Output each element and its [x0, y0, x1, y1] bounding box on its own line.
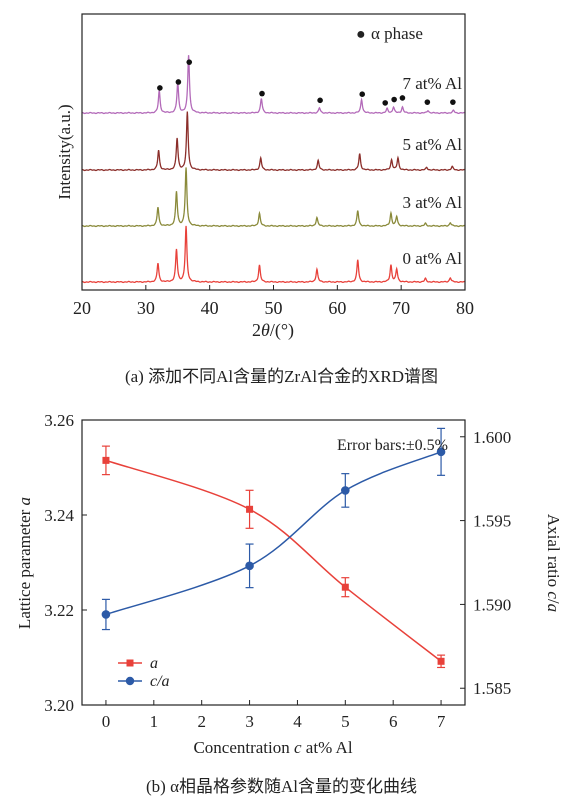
caption-b: (b) α相晶格参数随Al含量的变化曲线: [146, 777, 417, 796]
x-tick-label: 60: [328, 298, 346, 318]
alpha-phase-marker: [399, 95, 406, 101]
xrd-panel: 0 at% Al 3 at% Al 5 at% Al 7 at% Al 20 30 40 5…: [0, 0, 563, 395]
error-bars-annotation: Error bars:±0.5%: [337, 437, 448, 454]
left-y-tick-label: 3.24: [44, 506, 74, 525]
svg-text:2θ/(°): 2θ/(°): [252, 320, 294, 341]
alpha-phase-marker: [424, 99, 431, 105]
x-tick-label: 4: [293, 712, 302, 731]
xrd-series-1: [81, 167, 466, 228]
series-label-3: 7 at% Al: [403, 74, 463, 93]
lattice-legend: a c/a: [118, 655, 170, 690]
right-y-tick-label: 1.595: [473, 512, 511, 531]
right-y-axis-label: Axial ratio c/a: [544, 514, 563, 612]
x-tick-label: 40: [201, 298, 219, 318]
x-tick-label: 50: [265, 298, 283, 318]
lattice-x-axis-label: Concentration c at% Al: [193, 738, 352, 757]
left-y-tick-label: 3.22: [44, 601, 74, 620]
xrd-plot-area: 0 at% Al 3 at% Al 5 at% Al 7 at% Al: [81, 55, 466, 284]
data-point-a: [341, 583, 349, 591]
x-tick-label: 2: [197, 712, 206, 731]
right-y-tick-label: 1.585: [473, 679, 511, 698]
legend-label: α phase: [371, 24, 423, 43]
legend-circle-marker: [125, 676, 135, 686]
left-y-tick-label: 3.26: [44, 411, 74, 430]
data-point-ca: [101, 610, 111, 619]
legend-square-marker: [126, 659, 134, 667]
legend-marker-dot: ●: [356, 26, 366, 43]
data-point-ca: [245, 561, 254, 571]
x-tick-label: 20: [73, 298, 91, 318]
alpha-phase-marker: [259, 90, 265, 97]
xrd-series-0: [81, 225, 466, 284]
left-y-axis-label: Lattice parameter a: [15, 497, 34, 629]
data-point-ca: [436, 447, 446, 457]
x-tick-label: 7: [437, 712, 446, 731]
right-y-tick-label: 1.600: [473, 428, 511, 447]
x-tick-label: 0: [102, 712, 111, 731]
alpha-phase-marker: [317, 97, 323, 104]
caption-a: (a) 添加不同Al含量的ZrAl合金的XRD谱图: [124, 367, 439, 386]
lattice-chart: 0 1 2 3 4 5 6 7 3.20 3.22 3.24 3.26 1.585 1.590 1.595 1…: [15, 411, 563, 757]
alpha-phase-marker: [157, 85, 163, 91]
x-tick-label: 5: [341, 712, 350, 731]
alpha-phase-marker: [382, 100, 389, 106]
series-label-1: 3 at% Al: [403, 193, 463, 212]
alpha-phase-marker: [359, 91, 366, 97]
xrd-x-axis: 20 30 40 50 60 70 80: [73, 285, 474, 318]
lattice-plot-frame: [81, 419, 466, 706]
alpha-phase-marker: [391, 96, 397, 103]
x-tick-label: 80: [456, 298, 474, 318]
x-tick-label: 30: [137, 298, 155, 318]
series-line-a: [105, 459, 442, 662]
xrd-series-2: [81, 111, 466, 172]
alpha-phase-marker: [186, 59, 193, 65]
left-y-tick-label: 3.20: [44, 696, 74, 715]
x-tick-label: 1: [150, 712, 159, 731]
alpha-phase-marker: [450, 99, 456, 105]
data-point-a: [437, 657, 445, 665]
lattice-panel: 0 1 2 3 4 5 6 7 3.20 3.22 3.24 3.26 1.585 1.590 1.595 1…: [0, 395, 563, 808]
right-y-tick-label: 1.590: [473, 595, 511, 614]
legend-label-a: a: [150, 655, 158, 672]
lattice-axes: 0 1 2 3 4 5 6 7 3.20 3.22 3.24 3.26 1.585 1.590 1.595 1…: [44, 411, 511, 731]
series-label-2: 5 at% Al: [403, 135, 463, 154]
x-tick-label: 6: [389, 712, 398, 731]
x-tick-label: 3: [245, 712, 254, 731]
xrd-chart: 0 at% Al 3 at% Al 5 at% Al 7 at% Al 20 30 40 5…: [55, 13, 474, 341]
xrd-series-3: [81, 55, 466, 115]
alpha-phase-marker: [175, 79, 182, 85]
xrd-x-axis-label: 2θ/(°): [252, 320, 294, 341]
xrd-legend: ● α phase: [356, 24, 423, 43]
series-line-ca: [105, 451, 442, 616]
x-tick-label: 70: [392, 298, 410, 318]
legend-label-ca: c/a: [150, 673, 170, 690]
data-point-a: [102, 456, 110, 464]
data-point-ca: [341, 486, 350, 495]
series-label-0: 0 at% Al: [403, 249, 463, 268]
data-point-a: [246, 505, 254, 513]
lattice-plot-area: [101, 427, 446, 669]
xrd-y-axis-label: Intensity(a.u.): [55, 104, 74, 199]
